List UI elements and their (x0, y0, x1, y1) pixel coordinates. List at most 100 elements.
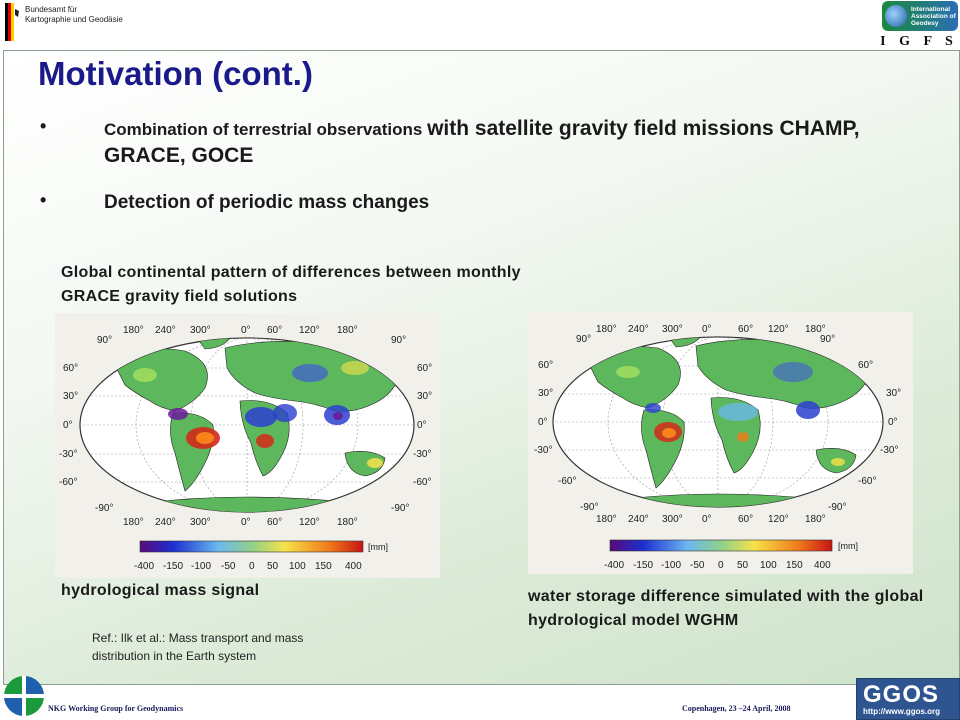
iag-line1: International (911, 5, 951, 13)
slide-title: Motivation (cont.) (38, 55, 313, 92)
left-map-bottom-lon-3: 300° (190, 517, 211, 528)
left-map-rlat-4: 0° (417, 420, 427, 431)
right-map-rlat-4: 0° (888, 417, 898, 428)
right-map-caption: water storage difference simulated with … (528, 588, 924, 629)
right-map-scale-tick-3: -100 (661, 560, 681, 571)
left-map-caption-bottom: hydrological mass signal (61, 582, 260, 599)
bullet-1-text: Combination of terrestrial observations … (104, 116, 904, 169)
iag-text: International Association of Geodesy (911, 6, 956, 27)
right-map-scale-tick-5: 0 (718, 560, 724, 571)
left-map-top-lon-4: 0° (241, 325, 251, 336)
left-map-top-lon-2: 240° (155, 325, 176, 336)
right-map-scale-tick-4: -50 (690, 560, 705, 571)
ggos-url: http://www.ggos.org (863, 707, 941, 716)
left-map-scale-tick-7: 100 (289, 561, 306, 572)
left-map-rlat-6: -60° (413, 477, 431, 488)
right-map-lat-3: 30° (538, 388, 553, 399)
ggos-logo-text: GGOS (863, 681, 940, 708)
bullet-1-part1: Combination of terrestrial observations (104, 120, 428, 139)
iag-line3: Geodesy (911, 19, 939, 27)
federal-eagle-icon (5, 3, 19, 41)
reference-note: Ref.: Ilk et al.: Mass transport and mas… (92, 629, 303, 665)
left-map-top-lon-3: 300° (190, 325, 211, 336)
right-map-rlat-2: 60° (858, 360, 873, 371)
left-map-bottom-lon-5: 60° (267, 517, 282, 528)
iag-igfs-logo: International Association of Geodesy I G… (880, 1, 958, 49)
left-map-rlat-3: 30° (417, 391, 432, 402)
right-map-lat-4: 0° (538, 417, 548, 428)
right-map-lat-5: -30° (534, 445, 552, 456)
right-map-colorbar (609, 539, 833, 552)
left-map-lat-6: -60° (59, 477, 77, 488)
nkg-logo-icon (4, 676, 44, 716)
left-map-lat-2: 60° (63, 363, 78, 374)
igfs-label: I G F S (880, 34, 958, 49)
left-map-lat-1: 90° (97, 335, 112, 346)
right-map-lat-7: -90° (580, 502, 598, 513)
grace-map-svg: 180° 240° 300° 0° 60° 120° 180° 180° 240… (59, 325, 432, 572)
left-map-scale-tick-3: -100 (191, 561, 211, 572)
bkg-logo: Bundesamt für Kartographie und Geodäsie (5, 3, 123, 43)
left-map-scale-tick-4: -50 (221, 561, 236, 572)
left-map-rlat-5: -30° (413, 449, 431, 460)
bullet-2-text: Detection of periodic mass changes (104, 192, 430, 213)
left-map-rlat-1: 90° (391, 335, 406, 346)
right-map-rlat-1: 90° (820, 334, 835, 345)
left-map-top-lon-6: 120° (299, 325, 320, 336)
right-map-bottom-lon-1: 180° (596, 514, 617, 525)
left-map-bottom-lon-2: 240° (155, 517, 176, 528)
right-map-rlat-6: -60° (858, 476, 876, 487)
right-map-lat-6: -60° (558, 476, 576, 487)
right-map-scale-tick-7: 100 (760, 560, 777, 571)
left-map-top-lon-7: 180° (337, 325, 358, 336)
right-map-scale-tick-2: -150 (633, 560, 653, 571)
bkg-name-line2: Kartographie und Geodäsie (25, 15, 123, 24)
left-map-bottom-lon-1: 180° (123, 517, 144, 528)
bullet-dot: • (40, 116, 47, 136)
bkg-name-line1: Bundesamt für (25, 5, 78, 14)
wghm-map-svg: 180° 240° 300° 0° 60° 120° 180° 180° 240… (534, 324, 901, 571)
right-map-scale-tick-1: -400 (604, 560, 624, 571)
left-map-scale-tick-9: 400 (345, 561, 362, 572)
right-map-scale-unit: [mm] (838, 541, 858, 551)
right-map-scale-tick-8: 150 (786, 560, 803, 571)
globe-icon (885, 5, 907, 27)
right-map-rlat-5: -30° (880, 445, 898, 456)
bkg-name: Bundesamt für Kartographie und Geodäsie (25, 5, 123, 25)
right-map-lat-2: 60° (538, 360, 553, 371)
left-map-scale-tick-1: -400 (134, 561, 154, 572)
left-map-scale-tick-5: 0 (249, 561, 255, 572)
left-map-lat-3: 30° (63, 391, 78, 402)
right-map-bottom-lon-7: 180° (805, 514, 826, 525)
right-map-top-lon-7: 180° (805, 324, 826, 335)
right-map-top-lon-4: 0° (702, 324, 712, 335)
left-map-bottom-lon-4: 0° (241, 517, 251, 528)
right-map-top-lon-6: 120° (768, 324, 789, 335)
right-map-bottom-lon-3: 300° (662, 514, 683, 525)
right-map-rlat-3: 30° (886, 388, 901, 399)
iag-line2: Association of (911, 12, 956, 20)
iag-badge: International Association of Geodesy (882, 1, 958, 31)
footer-event-date: Copenhagen, 23 –24 April, 2008 (682, 704, 791, 713)
left-map-bottom-lon-7: 180° (337, 517, 358, 528)
left-map-scale-tick-8: 150 (315, 561, 332, 572)
left-map-rlat-2: 60° (417, 363, 432, 374)
right-map-bottom-lon-4: 0° (702, 514, 712, 525)
right-map-bottom-lon-6: 120° (768, 514, 789, 525)
bullet-dot: • (40, 190, 47, 210)
left-map-lat-5: -30° (59, 449, 77, 460)
right-map-top-lon-5: 60° (738, 324, 753, 335)
left-map-bottom-lon-6: 120° (299, 517, 320, 528)
left-map-rlat-7: -90° (391, 503, 409, 514)
right-map-bottom-lon-2: 240° (628, 514, 649, 525)
bullet-1-part2: with satellite gravity field missions CH… (104, 117, 860, 167)
reference-line-2: distribution in the Earth system (92, 649, 257, 663)
right-map-top-lon-2: 240° (628, 324, 649, 335)
grace-map-figure: 180° 240° 300° 0° 60° 120° 180° 180° 240… (55, 313, 440, 578)
ggos-logo: GGOS http://www.ggos.org (856, 678, 960, 720)
right-map-bottom-lon-5: 60° (738, 514, 753, 525)
right-map-scale-tick-9: 400 (814, 560, 831, 571)
left-map-scale-tick-2: -150 (163, 561, 183, 572)
right-map-rlat-7: -90° (828, 502, 846, 513)
left-map-lat-4: 0° (63, 420, 73, 431)
